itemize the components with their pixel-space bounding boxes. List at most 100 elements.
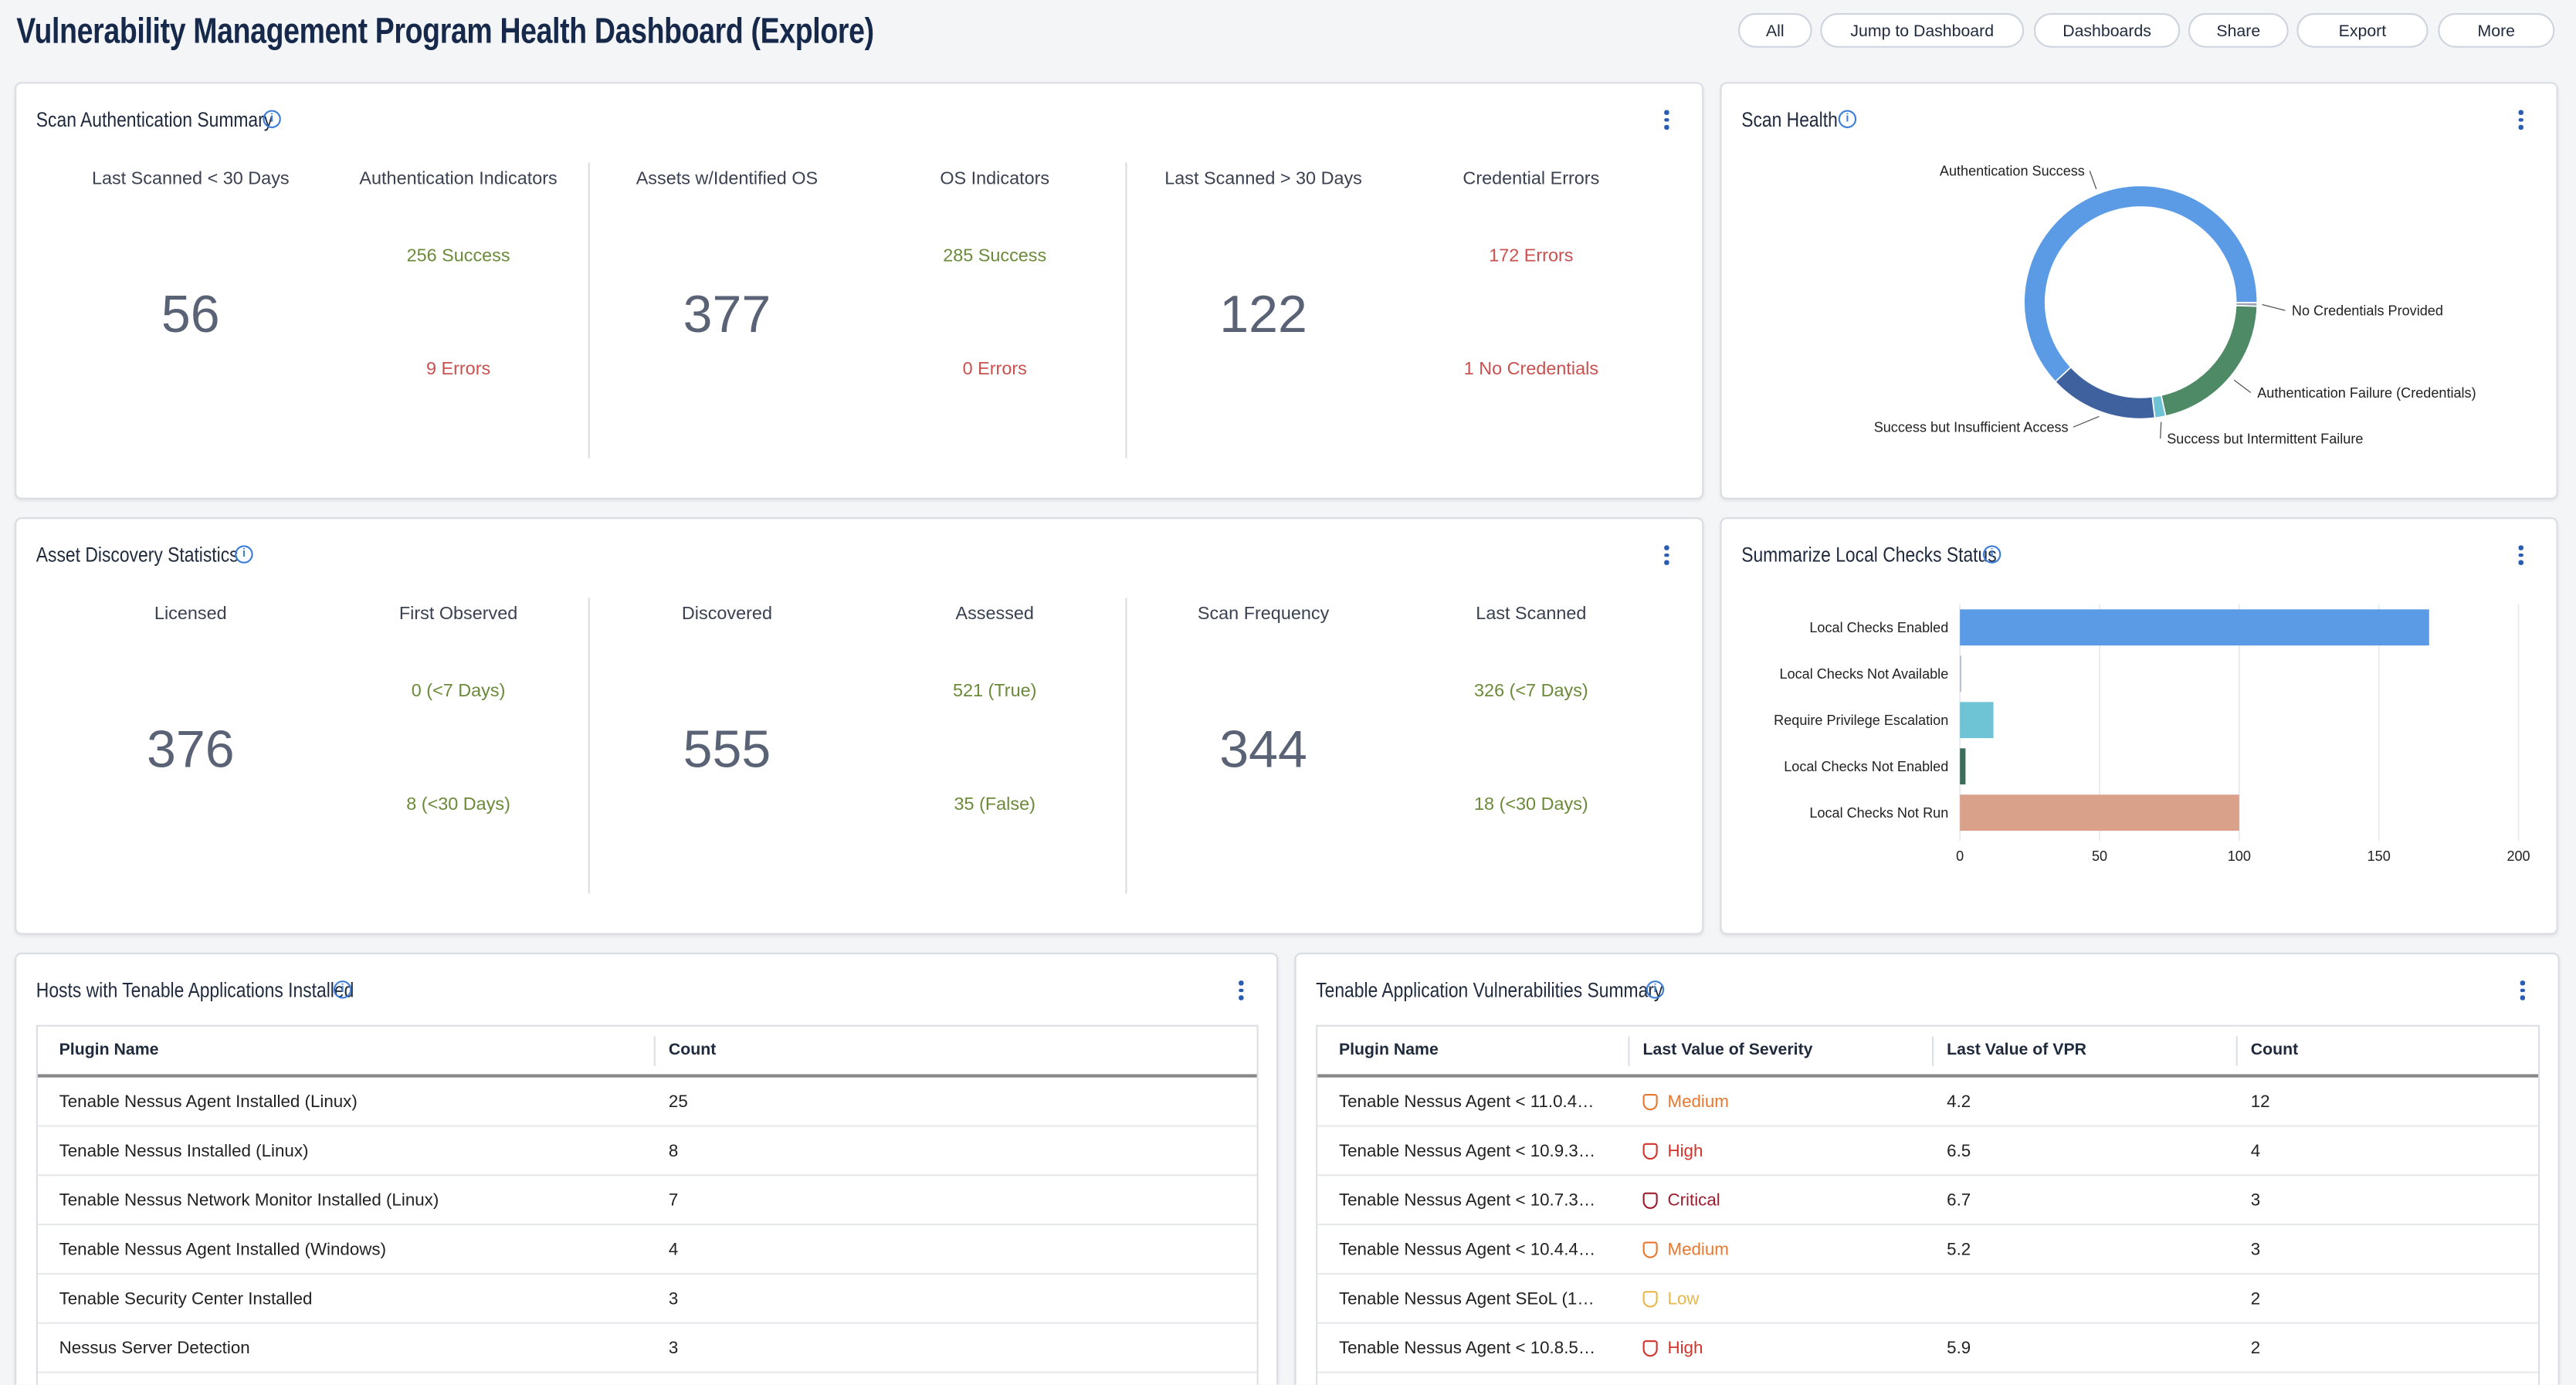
- column-header: Last Value of Severity: [1643, 1041, 1813, 1059]
- table-cell: 3: [669, 1289, 678, 1309]
- table-cell: 3: [2251, 1240, 2260, 1260]
- slice-label: Authentication Failure (Credentials): [2257, 385, 2476, 401]
- header-button[interactable]: Export: [2296, 13, 2428, 48]
- stat-indicator: 256 Success: [294, 246, 623, 266]
- slice-label: No Credentials Provided: [2292, 303, 2443, 318]
- table-cell: Tenable Nessus Network Monitor Installed…: [59, 1190, 439, 1211]
- y-tick-label: Local Checks Not Enabled: [1784, 759, 1948, 774]
- stat-indicator: 1 No Credentials: [1367, 360, 1696, 380]
- menu-dot: [1664, 125, 1668, 129]
- table-cell: 2: [2251, 1339, 2260, 1359]
- panel: Scan Authentication SummaryiLast Scanned…: [15, 82, 1703, 499]
- severity-label: Medium: [1667, 1092, 1728, 1112]
- table-cell: Tenable Nessus Agent < 10.8.5…: [1339, 1339, 1595, 1359]
- header-button[interactable]: More: [2438, 13, 2554, 48]
- menu-button[interactable]: [2520, 980, 2525, 1001]
- table-cell: 3: [669, 1339, 678, 1359]
- menu-button[interactable]: [1239, 980, 1243, 1001]
- panel: Asset Discovery StatisticsiLicensed376Fi…: [15, 517, 1703, 934]
- x-tick-label: 150: [2368, 848, 2391, 864]
- table-cell: Tenable Nessus Agent Installed (Linux): [59, 1092, 358, 1112]
- table-cell: Tenable Nessus Agent Installed (Windows): [59, 1240, 386, 1260]
- bar: [1960, 748, 1965, 784]
- stat-value: 56: [26, 284, 355, 345]
- menu-dot: [1664, 110, 1668, 114]
- row-divider: [38, 1273, 1257, 1275]
- info-icon: i: [334, 980, 351, 998]
- column-divider: [654, 1036, 656, 1065]
- x-tick-label: 50: [2092, 848, 2107, 864]
- menu-button[interactable]: [1664, 110, 1669, 130]
- stat-value: 344: [1099, 720, 1428, 781]
- x-tick-label: 200: [2507, 848, 2530, 864]
- leader-line: [2073, 416, 2099, 427]
- stat-indicator: 326 (<7 Days): [1367, 682, 1696, 702]
- column-divider: [1932, 1036, 1934, 1065]
- table-cell: 6.7: [1947, 1190, 1971, 1211]
- chart: Authentication Success No Credentials Pro…: [1722, 84, 2557, 498]
- panel: Summarize Local Checks Statusi0501001502…: [1720, 517, 2558, 934]
- severity-icon: [1643, 1193, 1658, 1209]
- table-cell: 4: [2251, 1142, 2260, 1162]
- column-header: Plugin Name: [1339, 1041, 1439, 1059]
- bar: [1960, 609, 2429, 645]
- info-icon: i: [263, 110, 280, 128]
- header-button[interactable]: Share: [2188, 13, 2289, 48]
- table-cell: Tenable Nessus Agent < 11.0.4…: [1339, 1092, 1595, 1112]
- table-cell: 4.2: [1947, 1092, 1971, 1112]
- severity-icon: [1643, 1340, 1658, 1356]
- pie-slice: [2161, 306, 2257, 416]
- table-cell: Nessus Server Detection: [59, 1339, 250, 1359]
- header-divider: [38, 1074, 1257, 1076]
- leader-line: [2090, 171, 2096, 189]
- severity-label: High: [1667, 1142, 1703, 1162]
- menu-dot: [1664, 117, 1668, 121]
- slice-label: Authentication Success: [1940, 164, 2085, 179]
- table-cell: Tenable Nessus Agent SEoL (1…: [1339, 1289, 1595, 1309]
- header-button[interactable]: All: [1738, 13, 1812, 48]
- stat-label: Last Scanned: [1367, 604, 1696, 625]
- row-divider: [38, 1224, 1257, 1225]
- panel-title: Scan Authentication Summary: [36, 108, 273, 131]
- severity-label: High: [1667, 1339, 1703, 1359]
- menu-dot: [2520, 980, 2524, 984]
- menu-button[interactable]: [1664, 545, 1669, 565]
- slice-label: Success but Intermittent Failure: [2167, 431, 2363, 446]
- header-button[interactable]: Dashboards: [2034, 13, 2180, 48]
- y-tick-label: Local Checks Not Available: [1780, 666, 1949, 682]
- stat-indicator: 18 (<30 Days): [1367, 795, 1696, 815]
- panel-title: Tenable Application Vulnerabilities Summ…: [1316, 979, 1663, 1002]
- table-cell: 5.9: [1947, 1339, 1971, 1359]
- stat-value: 122: [1099, 284, 1428, 345]
- severity-icon: [1643, 1094, 1658, 1110]
- column-header: Plugin Name: [59, 1041, 159, 1059]
- panel: Scan HealthiAuthentication SuccessNo Cre…: [1720, 82, 2558, 499]
- stat-indicator: 0 (<7 Days): [294, 682, 623, 702]
- row-divider: [38, 1174, 1257, 1176]
- severity-label: Low: [1667, 1289, 1699, 1309]
- table-cell: 8: [669, 1142, 678, 1162]
- y-tick-label: Require Privilege Escalation: [1774, 713, 1948, 728]
- leader-line: [2262, 304, 2286, 310]
- panel: Tenable Application Vulnerabilities Summ…: [1295, 953, 2560, 1385]
- stat-value: 377: [563, 284, 892, 345]
- stat-value: 555: [563, 720, 892, 781]
- menu-dot: [1664, 545, 1668, 549]
- severity-label: Medium: [1667, 1240, 1728, 1260]
- table-cell: 2: [2251, 1289, 2260, 1309]
- stat-indicator: 8 (<30 Days): [294, 795, 623, 815]
- table: Plugin NameLast Value of SeverityLast Va…: [1316, 1025, 2540, 1385]
- table-cell: 25: [669, 1092, 688, 1112]
- pie-slice: [2056, 367, 2155, 419]
- row-divider: [1317, 1273, 2538, 1275]
- table-cell: 5.2: [1947, 1240, 1971, 1260]
- stat-indicator: 35 (False): [830, 795, 1159, 815]
- stat-indicator: 285 Success: [830, 246, 1159, 266]
- header-button[interactable]: Jump to Dashboard: [1820, 13, 2024, 48]
- info-icon: i: [235, 545, 253, 563]
- column-header: Count: [2251, 1041, 2298, 1059]
- stat-label: Credential Errors: [1367, 169, 1696, 189]
- stat-indicator: 9 Errors: [294, 360, 623, 380]
